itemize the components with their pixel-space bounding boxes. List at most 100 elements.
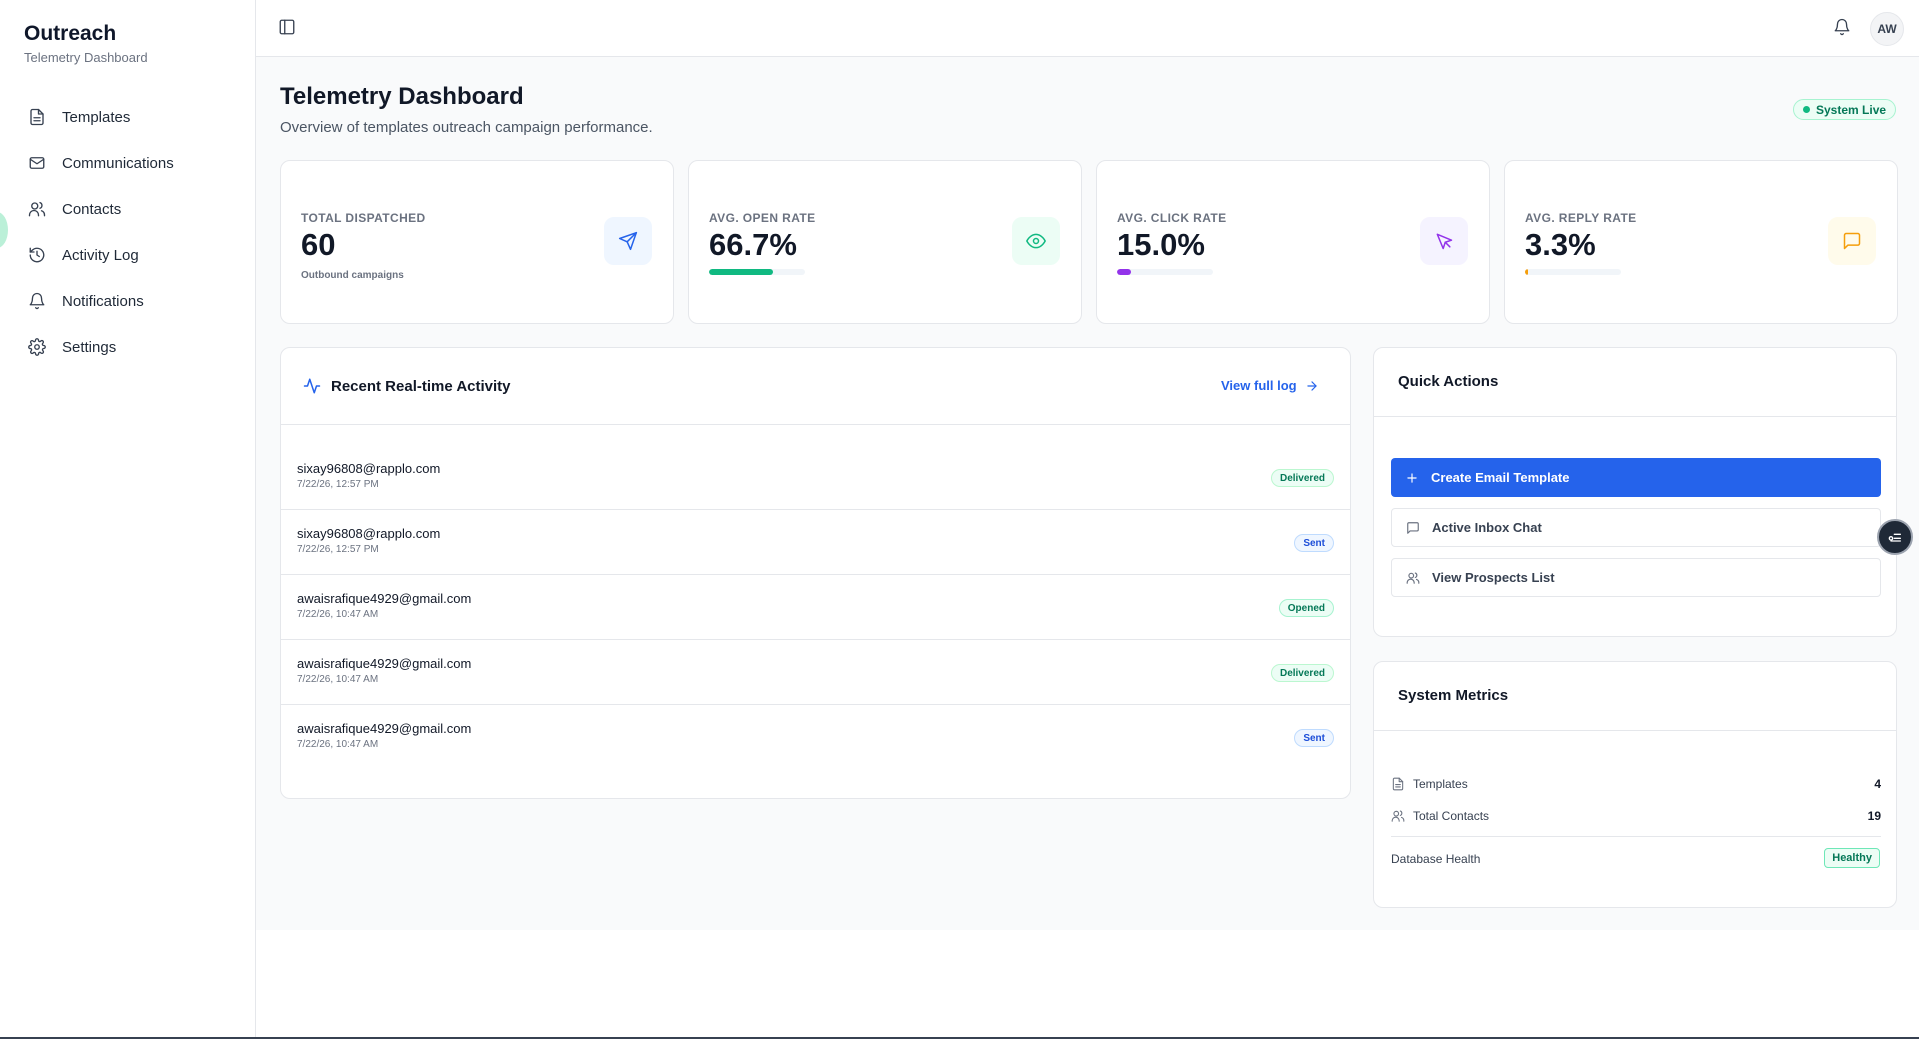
list-item[interactable]: awaisrafique4929@gmail.com 7/22/26, 10:4… — [281, 575, 1350, 640]
bell-icon — [29, 292, 45, 310]
live-dot-icon — [1803, 106, 1810, 113]
stat-note: Outbound campaigns — [301, 270, 404, 281]
progress-bar-fill — [1117, 269, 1132, 275]
sidebar-item-label: Settings — [62, 338, 117, 356]
stat-icon-box — [1420, 217, 1468, 265]
bell-icon — [1834, 18, 1850, 36]
status-badge: Delivered — [1270, 469, 1334, 487]
stat-card-reply-rate: AVG. REPLY RATE 3.3% — [1504, 160, 1898, 324]
sidebar-item-activity-log[interactable]: Activity Log — [16, 232, 240, 278]
file-text-icon — [1392, 777, 1404, 791]
activity-header: Recent Real-time Activity View full log — [281, 348, 1350, 425]
sidebar-item-communications[interactable]: Communications — [16, 140, 240, 186]
sidebar-item-label: Notifications — [62, 292, 144, 310]
stat-label: AVG. CLICK RATE — [1117, 211, 1227, 225]
metric-value: 19 — [1867, 809, 1881, 823]
view-full-log-link[interactable]: View full log — [1221, 378, 1319, 393]
activity-list: sixay96808@rapplo.com 7/22/26, 12:57 PM … — [281, 445, 1350, 770]
progress-bar-fill — [709, 269, 774, 275]
quick-actions-panel: Quick Actions Create Email Template Acti… — [1373, 347, 1897, 637]
status-badge: System Live — [1793, 99, 1897, 120]
divider — [1374, 416, 1896, 417]
system-metrics-title: System Metrics — [1398, 687, 1509, 704]
stat-card-total-dispatched: TOTAL DISPATCHED 60 Outbound campaigns — [280, 160, 674, 324]
progress-bar — [1117, 269, 1213, 275]
avatar[interactable]: AW — [1870, 12, 1904, 46]
sidebar-item-label: Communications — [62, 154, 174, 172]
sidebar-item-templates[interactable]: Templates — [16, 94, 240, 140]
sidebar-item-contacts[interactable]: Contacts — [16, 186, 240, 232]
divider — [1391, 836, 1881, 837]
list-item[interactable]: sixay96808@rapplo.com 7/22/26, 12:57 PM … — [281, 510, 1350, 575]
status-badge: Delivered — [1270, 664, 1334, 682]
page-title: Telemetry Dashboard — [280, 83, 524, 110]
active-inbox-chat-button[interactable]: Active Inbox Chat — [1391, 508, 1881, 547]
activity-time: 7/22/26, 10:47 AM — [297, 609, 379, 620]
recent-activity-panel: Recent Real-time Activity View full log … — [280, 347, 1351, 799]
page-subtitle: Overview of templates outreach campaign … — [280, 119, 653, 136]
stat-value: 15.0% — [1117, 227, 1205, 262]
divider — [1374, 730, 1896, 731]
stat-value: 66.7% — [709, 227, 797, 262]
active-inbox-chat-label: Active Inbox Chat — [1432, 520, 1542, 535]
metric-label: Total Contacts — [1413, 809, 1490, 823]
brand: Outreach Telemetry Dashboard — [24, 22, 148, 65]
sidebar-nav: Templates Communications Contacts Activi… — [16, 94, 240, 370]
activity-icon — [303, 377, 321, 395]
window-bottom-border — [0, 1037, 1919, 1039]
activity-time: 7/22/26, 10:47 AM — [297, 674, 379, 685]
users-icon — [1406, 571, 1420, 584]
sidebar-item-notifications[interactable]: Notifications — [16, 278, 240, 324]
sidebar-edge-bubble[interactable] — [0, 212, 8, 248]
status-badge: Healthy — [1824, 848, 1880, 868]
brand-subtitle: Telemetry Dashboard — [24, 50, 148, 65]
list-item[interactable]: awaisrafique4929@gmail.com 7/22/26, 10:4… — [281, 640, 1350, 705]
stat-icon-box — [1012, 217, 1060, 265]
metric-total-contacts: Total Contacts 19 — [1391, 806, 1881, 826]
status-badge: Opened — [1278, 599, 1334, 617]
stat-value: 60 — [301, 227, 336, 262]
activity-time: 7/22/26, 12:57 PM — [297, 479, 379, 490]
activity-email: sixay96808@rapplo.com — [297, 526, 441, 541]
gear-icon — [28, 338, 46, 356]
activity-email: awaisrafique4929@gmail.com — [297, 721, 472, 736]
view-prospects-list-button[interactable]: View Prospects List — [1391, 558, 1881, 597]
activity-email: sixay96808@rapplo.com — [297, 461, 441, 476]
stat-label: TOTAL DISPATCHED — [301, 211, 426, 225]
brand-title: Outreach — [24, 22, 117, 45]
list-item[interactable]: sixay96808@rapplo.com 7/22/26, 12:57 PM … — [281, 445, 1350, 510]
list-item[interactable]: awaisrafique4929@gmail.com 7/22/26, 10:4… — [281, 705, 1350, 770]
arrow-right-icon — [1306, 380, 1317, 391]
view-prospects-list-label: View Prospects List — [1432, 570, 1555, 585]
progress-bar-fill — [1525, 269, 1529, 275]
message-square-icon — [1843, 232, 1861, 250]
floating-menu-button[interactable] — [1877, 519, 1913, 555]
sidebar-toggle-button[interactable] — [278, 18, 298, 38]
status-badge-label: System Live — [1816, 102, 1887, 117]
main-content: Telemetry Dashboard Overview of template… — [256, 57, 1919, 930]
activity-time: 7/22/26, 12:57 PM — [297, 544, 379, 555]
mail-icon — [29, 157, 45, 169]
stat-card-click-rate: AVG. CLICK RATE 15.0% — [1096, 160, 1490, 324]
top-bar: AW — [256, 0, 1919, 57]
send-icon — [618, 231, 638, 251]
history-icon — [29, 247, 45, 263]
metric-label: Templates — [1413, 777, 1468, 791]
activity-title: Recent Real-time Activity — [331, 378, 511, 395]
create-email-template-label: Create Email Template — [1431, 470, 1570, 485]
stat-card-open-rate: AVG. OPEN RATE 66.7% — [688, 160, 1082, 324]
stat-icon-box — [604, 217, 652, 265]
progress-bar — [709, 269, 805, 275]
cursor-icon — [1436, 233, 1453, 250]
metric-value: 4 — [1874, 777, 1881, 791]
progress-bar — [1525, 269, 1621, 275]
activity-email: awaisrafique4929@gmail.com — [297, 591, 472, 606]
stat-icon-box — [1828, 217, 1876, 265]
sidebar-item-settings[interactable]: Settings — [16, 324, 240, 370]
notifications-button[interactable] — [1833, 18, 1853, 38]
plus-icon — [1407, 472, 1417, 483]
create-email-template-button[interactable]: Create Email Template — [1391, 458, 1881, 497]
status-badge: Sent — [1294, 534, 1334, 552]
stat-label: AVG. OPEN RATE — [709, 211, 816, 225]
status-badge: Sent — [1294, 729, 1334, 747]
